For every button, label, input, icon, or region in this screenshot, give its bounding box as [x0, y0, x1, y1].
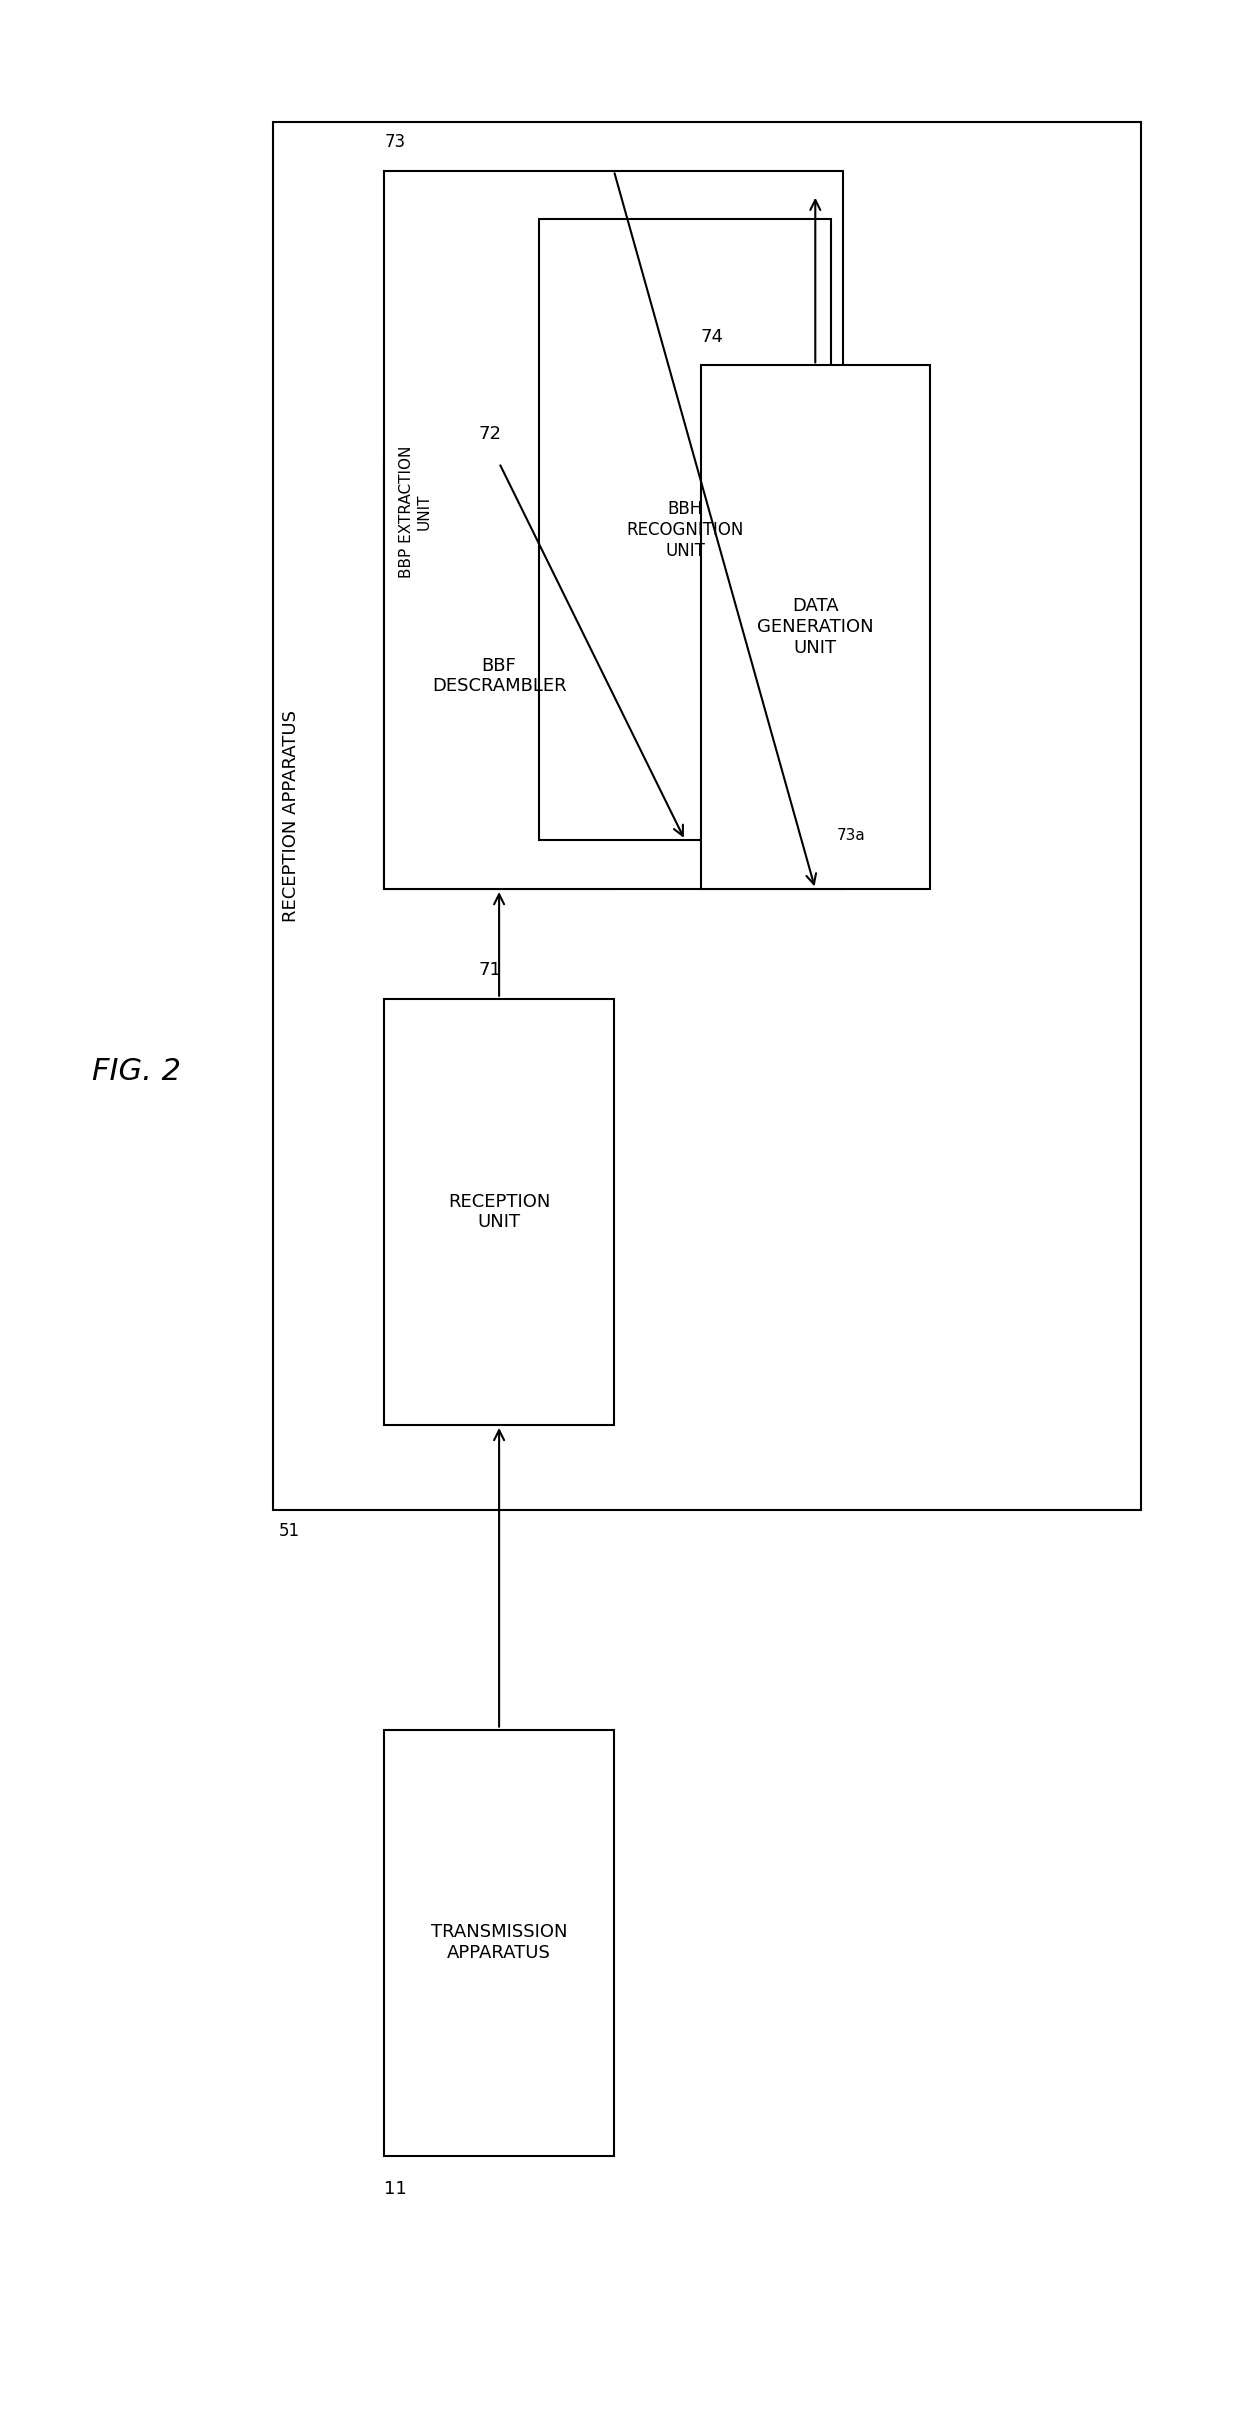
Text: FIG. 2: FIG. 2 — [92, 1057, 181, 1086]
Text: 51: 51 — [279, 1522, 300, 1540]
Text: BBP EXTRACTION
UNIT: BBP EXTRACTION UNIT — [399, 446, 432, 577]
Bar — [273, 122, 1141, 1510]
Text: 74: 74 — [701, 329, 724, 346]
Text: 71: 71 — [479, 962, 501, 979]
Bar — [384, 463, 614, 889]
Text: BBH
RECOGNITION
UNIT: BBH RECOGNITION UNIT — [626, 499, 744, 560]
Text: BBF
DESCRAMBLER: BBF DESCRAMBLER — [432, 658, 567, 694]
Text: 73: 73 — [384, 134, 405, 151]
Bar — [384, 171, 843, 889]
Bar — [701, 365, 930, 889]
Bar — [384, 999, 614, 1425]
Text: TRANSMISSION
APPARATUS: TRANSMISSION APPARATUS — [430, 1924, 568, 1961]
Text: RECEPTION
UNIT: RECEPTION UNIT — [448, 1194, 551, 1230]
Text: 11: 11 — [384, 2180, 407, 2197]
Text: 72: 72 — [479, 426, 501, 443]
Text: DATA
GENERATION
UNIT: DATA GENERATION UNIT — [756, 597, 874, 658]
Bar — [539, 219, 831, 840]
Text: RECEPTION APPARATUS: RECEPTION APPARATUS — [283, 709, 300, 923]
Text: 73a: 73a — [837, 828, 866, 843]
Bar — [384, 1730, 614, 2156]
